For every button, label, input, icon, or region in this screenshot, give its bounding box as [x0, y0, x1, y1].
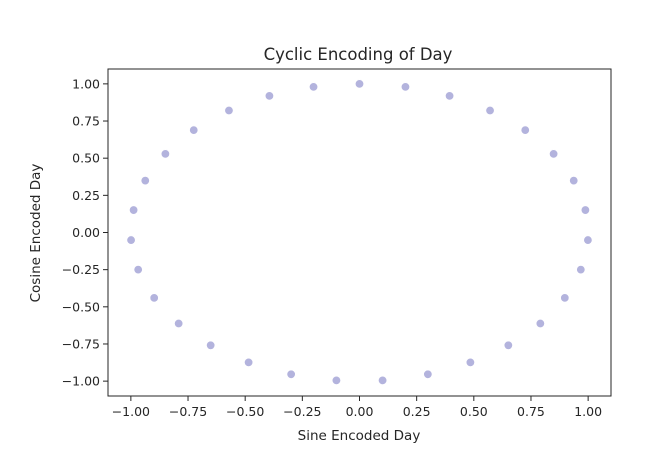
- y-tick-label: 0.25: [72, 188, 100, 203]
- data-point: [140, 176, 150, 186]
- x-tick-label: −0.25: [283, 404, 321, 419]
- data-point: [133, 265, 143, 275]
- data-point: [174, 318, 184, 328]
- y-axis-ticks: −1.00 −0.75 −0.50 −0.25 0.00 0.25 0.50 0.75 1.00: [62, 76, 108, 389]
- data-point: [264, 91, 274, 101]
- data-point: [580, 205, 590, 215]
- x-tick-label: 0.25: [403, 404, 431, 419]
- data-point: [129, 205, 139, 215]
- y-tick-label: −1.00: [62, 374, 100, 389]
- y-tick-label: 0.50: [72, 151, 100, 166]
- chart-title: Cyclic Encoding of Day: [264, 45, 453, 64]
- points-layer: [126, 79, 593, 385]
- x-tick-label: 0.50: [460, 404, 488, 419]
- data-point: [465, 357, 475, 367]
- data-point: [331, 375, 341, 385]
- x-tick-label: −1.00: [112, 404, 150, 419]
- y-tick-label: −0.50: [62, 299, 100, 314]
- data-point: [535, 318, 545, 328]
- x-tick-label: 1.00: [574, 404, 602, 419]
- data-point: [149, 293, 159, 303]
- data-point: [485, 105, 495, 115]
- y-axis-label: Cosine Encoded Day: [28, 164, 44, 303]
- y-tick-label: 0.00: [72, 225, 100, 240]
- y-tick-label: −0.75: [62, 336, 100, 351]
- data-point: [309, 82, 319, 92]
- data-point: [224, 105, 234, 115]
- data-point: [354, 79, 364, 89]
- data-point: [569, 176, 579, 186]
- data-point: [189, 125, 199, 135]
- x-tick-label: −0.50: [226, 404, 264, 419]
- data-point: [503, 340, 513, 350]
- data-point: [445, 91, 455, 101]
- data-point: [206, 340, 216, 350]
- data-point: [400, 82, 410, 92]
- y-tick-label: 0.75: [72, 114, 100, 129]
- data-point: [286, 369, 296, 379]
- y-tick-label: −0.25: [62, 262, 100, 277]
- data-point: [520, 125, 530, 135]
- y-tick-label: 1.00: [72, 76, 100, 91]
- data-point: [576, 265, 586, 275]
- data-point: [549, 149, 559, 159]
- plot-area-frame: [107, 68, 612, 397]
- data-point: [126, 235, 136, 245]
- data-point: [160, 149, 170, 159]
- x-axis-label: Sine Encoded Day: [298, 428, 421, 444]
- data-point: [560, 293, 570, 303]
- data-point: [378, 375, 388, 385]
- data-point: [244, 357, 254, 367]
- x-tick-label: 0.75: [517, 404, 545, 419]
- x-tick-label: 0.00: [346, 404, 374, 419]
- x-tick-label: −0.75: [169, 404, 207, 419]
- data-point: [583, 235, 593, 245]
- data-point: [423, 369, 433, 379]
- x-axis-ticks: −1.00 −0.75 −0.50 −0.25 0.00 0.25 0.50 0.75 1.00: [112, 396, 602, 419]
